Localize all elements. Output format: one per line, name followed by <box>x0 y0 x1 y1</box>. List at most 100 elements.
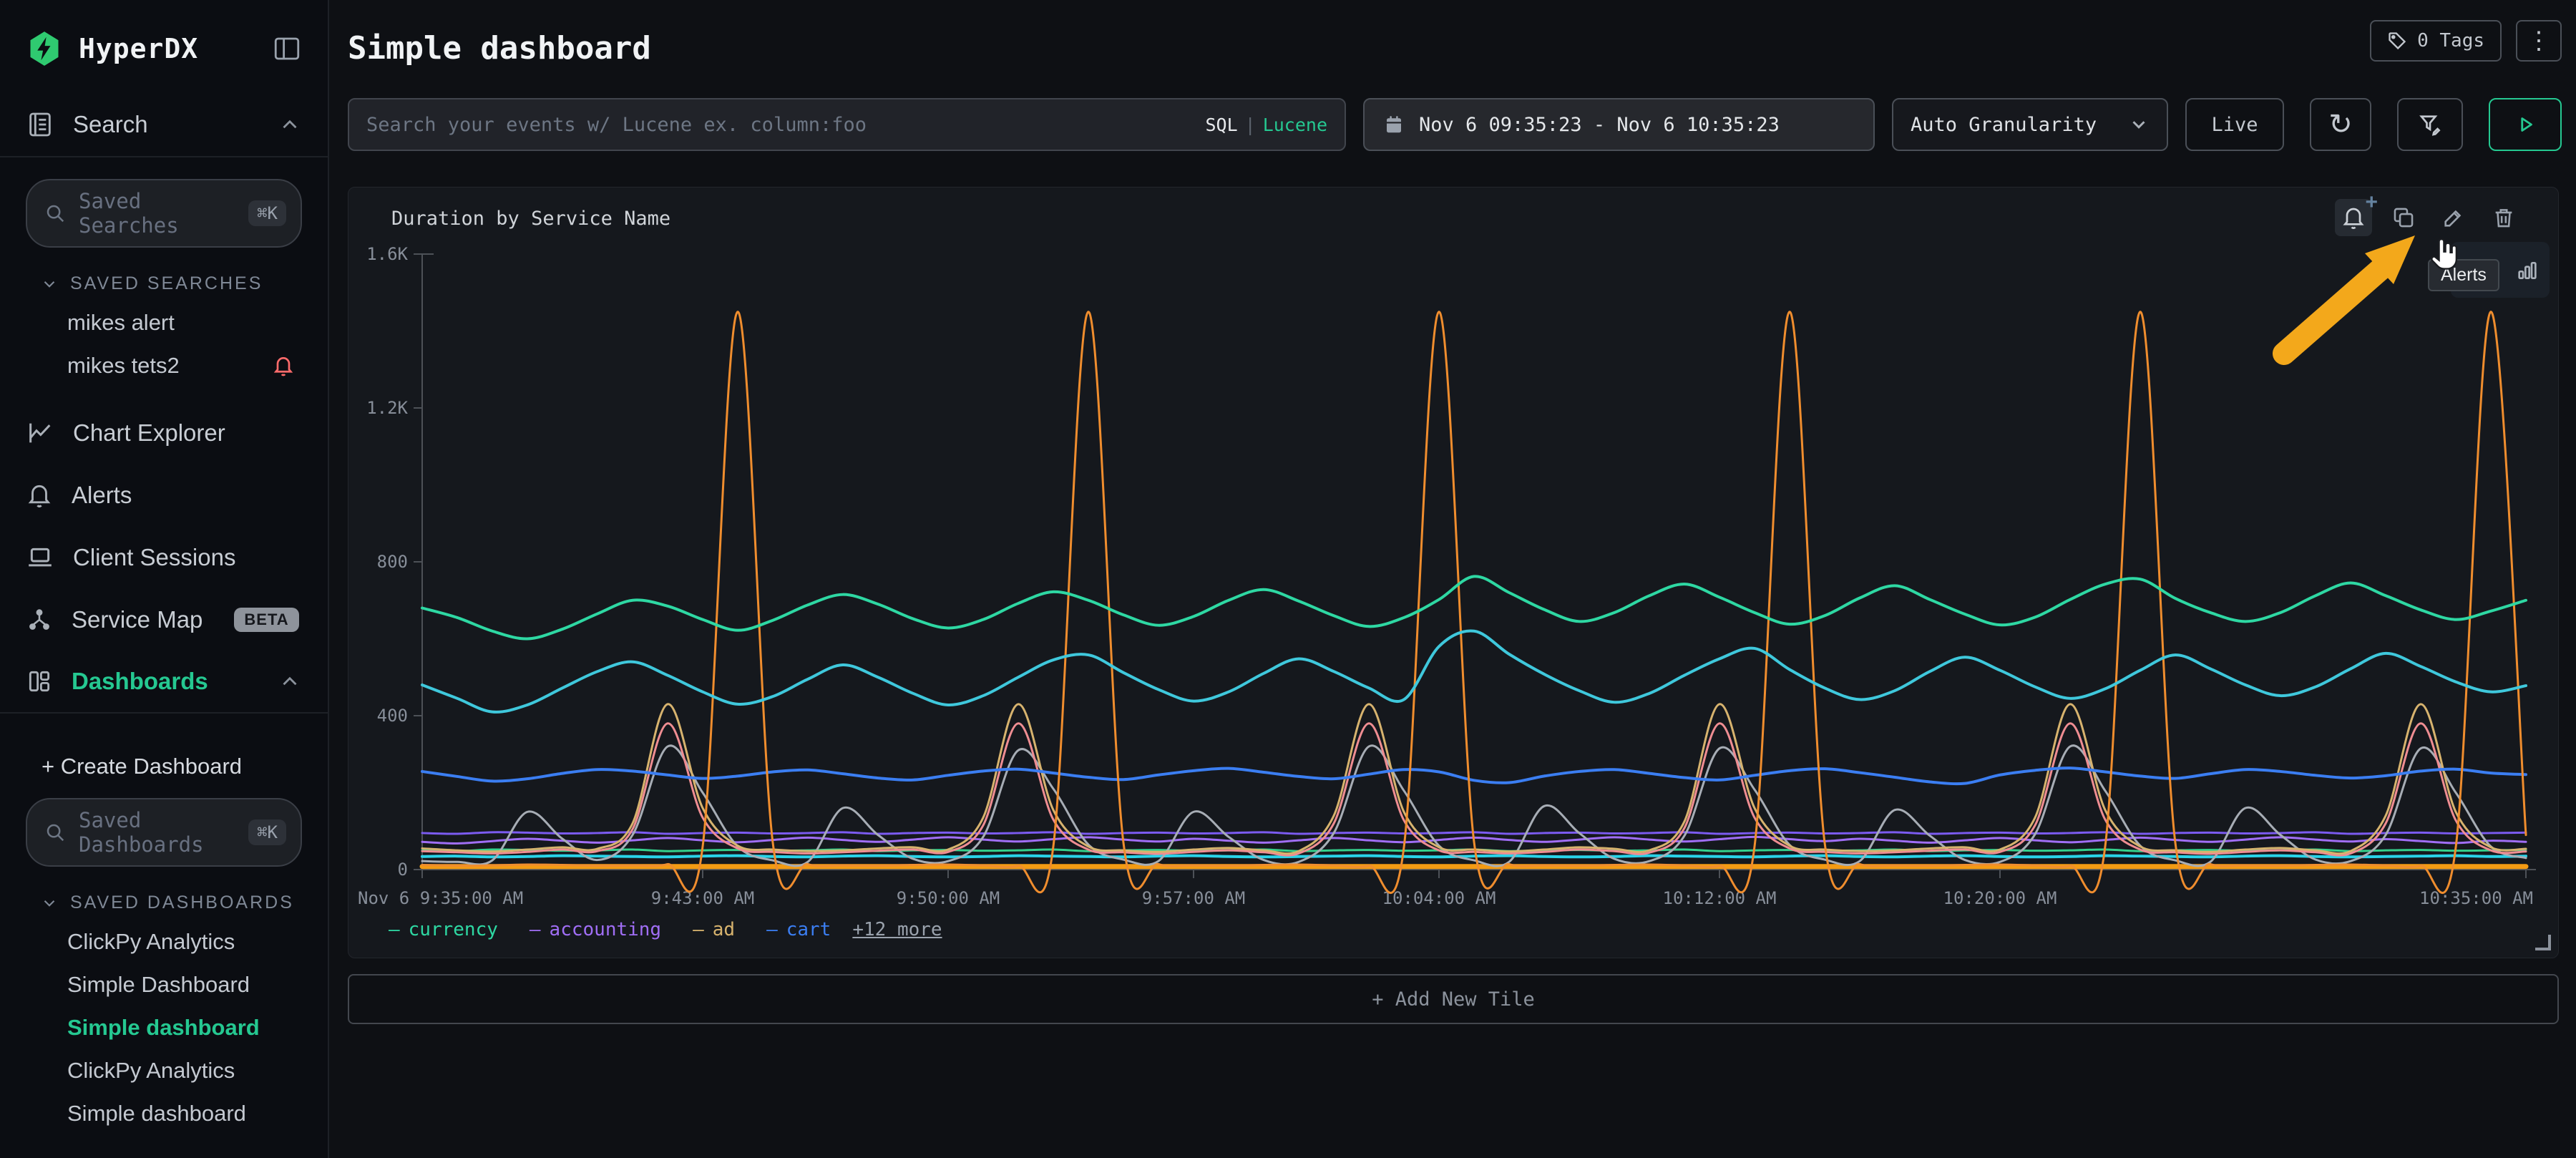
svg-text:10:12:00 AM: 10:12:00 AM <box>1663 888 1777 908</box>
dashboard-item[interactable]: Simple dashboard <box>26 1092 302 1135</box>
saved-search-mikes-tets2[interactable]: mikes tets2 <box>26 344 302 387</box>
legend-label: currency <box>408 919 498 940</box>
date-range-picker[interactable]: Nov 6 09:35:23 - Nov 6 10:35:23 <box>1363 98 1875 151</box>
sidebar-item-label: Search <box>73 111 148 137</box>
refresh-icon: ↻ <box>2328 109 2353 140</box>
add-alert-button[interactable]: + <box>2335 190 2378 236</box>
create-dashboard-button[interactable]: + Create Dashboard <box>26 735 302 798</box>
chart-legend: — currency — accounting — ad — cart +12 more <box>389 919 942 940</box>
add-new-tile-button[interactable]: + Add New Tile <box>348 974 2559 1024</box>
kebab-menu-button[interactable]: ⋮ <box>2516 20 2562 62</box>
legend-dash: — <box>766 919 778 940</box>
sidebar-item-service-map[interactable]: Service Map BETA <box>0 589 328 651</box>
page-title: Simple dashboard <box>348 30 651 67</box>
svg-text:0: 0 <box>398 860 408 880</box>
date-range-value: Nov 6 09:35:23 - Nov 6 10:35:23 <box>1419 113 1780 136</box>
event-search-input[interactable]: Search your events w/ Lucene ex. column:… <box>348 98 1346 151</box>
bell-plus-icon <box>2343 208 2364 230</box>
legend-item-currency[interactable]: — currency <box>389 919 498 940</box>
sidebar-item-dashboards[interactable]: Dashboards <box>0 651 328 714</box>
saved-searches-placeholder: Saved Searches <box>79 189 179 238</box>
sidebar-dashboards-section: + Create Dashboard Saved Dashboards ⌘K S… <box>0 714 328 1158</box>
dashboard-item[interactable]: ClickPy Analytics <box>26 1049 302 1092</box>
pencil-icon <box>2444 210 2462 227</box>
legend-label: cart <box>786 919 831 940</box>
sidebar-item-search[interactable]: Search <box>0 93 328 157</box>
sidebar-item-label: Client Sessions <box>73 544 236 570</box>
search-icon <box>44 203 66 224</box>
service-map-icon <box>26 606 53 633</box>
legend-dash: — <box>529 919 541 940</box>
alerts-hover-panel: Alerts <box>2428 242 2550 298</box>
legend-dash: — <box>389 919 400 940</box>
dashboard-label: ClickPy Analytics <box>67 929 235 954</box>
svg-text:800: 800 <box>377 552 408 572</box>
saved-search-label: mikes alert <box>67 310 175 335</box>
legend-item-ad[interactable]: — ad <box>693 919 735 940</box>
lang-divider: | <box>1244 114 1256 135</box>
tile-resize-handle[interactable] <box>2535 935 2551 950</box>
svg-text:1.2K: 1.2K <box>366 398 408 418</box>
hyperdx-logo-icon <box>26 29 63 69</box>
run-query-button[interactable] <box>2489 98 2562 151</box>
play-icon <box>2513 112 2537 137</box>
page-header: Simple dashboard 0 Tags ⋮ <box>348 20 2562 67</box>
chart-title: Duration by Service Name <box>391 208 671 230</box>
create-dashboard-label: + Create Dashboard <box>42 754 243 779</box>
dashboard-item[interactable]: ClickPy Analytics <box>26 920 302 963</box>
granularity-select[interactable]: Auto Granularity <box>1892 98 2168 151</box>
kbd-shortcut: ⌘K <box>248 200 286 226</box>
legend-label: accounting <box>549 919 662 940</box>
sidebar-item-label: Alerts <box>72 482 132 508</box>
beta-badge: BETA <box>234 608 299 632</box>
section-title: SAVED SEARCHES <box>70 273 263 293</box>
sql-toggle[interactable]: SQL <box>1205 114 1238 135</box>
refresh-button[interactable]: ↻ <box>2310 98 2371 151</box>
saved-search-mikes-alert[interactable]: mikes alert <box>26 301 302 344</box>
chart-tile: Duration by Service Name + 0 400 800 1.2K 1.… <box>348 187 2559 958</box>
live-button[interactable]: Live <box>2185 98 2284 151</box>
search-icon <box>44 822 66 843</box>
legend-item-accounting[interactable]: — accounting <box>530 919 661 940</box>
sidebar-item-alerts[interactable]: Alerts <box>0 464 328 526</box>
dashboard-label: Simple dashboard <box>67 1101 246 1126</box>
saved-searches-input[interactable]: Saved Searches ⌘K <box>26 179 302 248</box>
dashboard-item[interactable]: Simple Dashboard <box>26 963 302 1006</box>
add-tile-label: + Add New Tile <box>1372 988 1535 1011</box>
dashboard-label: Simple dashboard <box>67 1015 260 1040</box>
filter-pencil-icon <box>2417 112 2443 137</box>
saved-dashboards-input[interactable]: Saved Dashboards ⌘K <box>26 798 302 867</box>
copy-icon <box>2394 208 2414 228</box>
live-label: Live <box>2211 113 2258 136</box>
dashboard-item-active[interactable]: Simple dashboard <box>26 1006 302 1049</box>
duration-line-chart[interactable]: 0 400 800 1.2K 1.6K Nov 6 9:35:00 AM 9:43:00 A… <box>348 238 2558 918</box>
controls-row: Search your events w/ Lucene ex. column:… <box>348 98 2562 151</box>
sidebar-collapse-icon[interactable] <box>272 34 302 64</box>
lucene-toggle[interactable]: Lucene <box>1262 114 1327 135</box>
chevron-up-icon <box>278 669 302 694</box>
tags-button[interactable]: 0 Tags <box>2370 20 2502 62</box>
filter-edit-button[interactable] <box>2397 98 2463 151</box>
saved-searches-section-header[interactable]: SAVED SEARCHES <box>40 273 302 294</box>
delete-tile-button[interactable] <box>2485 199 2522 236</box>
tag-icon <box>2387 31 2407 51</box>
kbd-shortcut: ⌘K <box>248 819 286 845</box>
saved-dashboards-section-header[interactable]: SAVED DASHBOARDS <box>40 892 302 913</box>
laptop-icon <box>26 543 54 572</box>
dashboard-label: Simple Dashboard <box>67 972 250 997</box>
sidebar-item-client-sessions[interactable]: Client Sessions <box>0 526 328 589</box>
main-content: Simple dashboard 0 Tags ⋮ Search your ev… <box>329 0 2576 1158</box>
saved-search-label: mikes tets2 <box>67 353 180 378</box>
edit-tile-button[interactable] <box>2435 199 2472 236</box>
legend-item-cart[interactable]: — cart <box>766 919 831 940</box>
sidebar-item-chart-explorer[interactable]: Chart Explorer <box>0 402 328 464</box>
brand-title: HyperDX <box>79 33 199 64</box>
bar-chart-icon <box>2515 259 2540 282</box>
duplicate-tile-button[interactable] <box>2385 199 2422 236</box>
legend-more-link[interactable]: +12 more <box>852 919 942 940</box>
query-language-toggle[interactable]: SQL | Lucene <box>1205 115 1327 135</box>
svg-text:10:20:00 AM: 10:20:00 AM <box>1943 888 2057 908</box>
tags-button-label: 0 Tags <box>2417 30 2484 52</box>
svg-text:10:35:00 AM: 10:35:00 AM <box>2419 888 2533 908</box>
